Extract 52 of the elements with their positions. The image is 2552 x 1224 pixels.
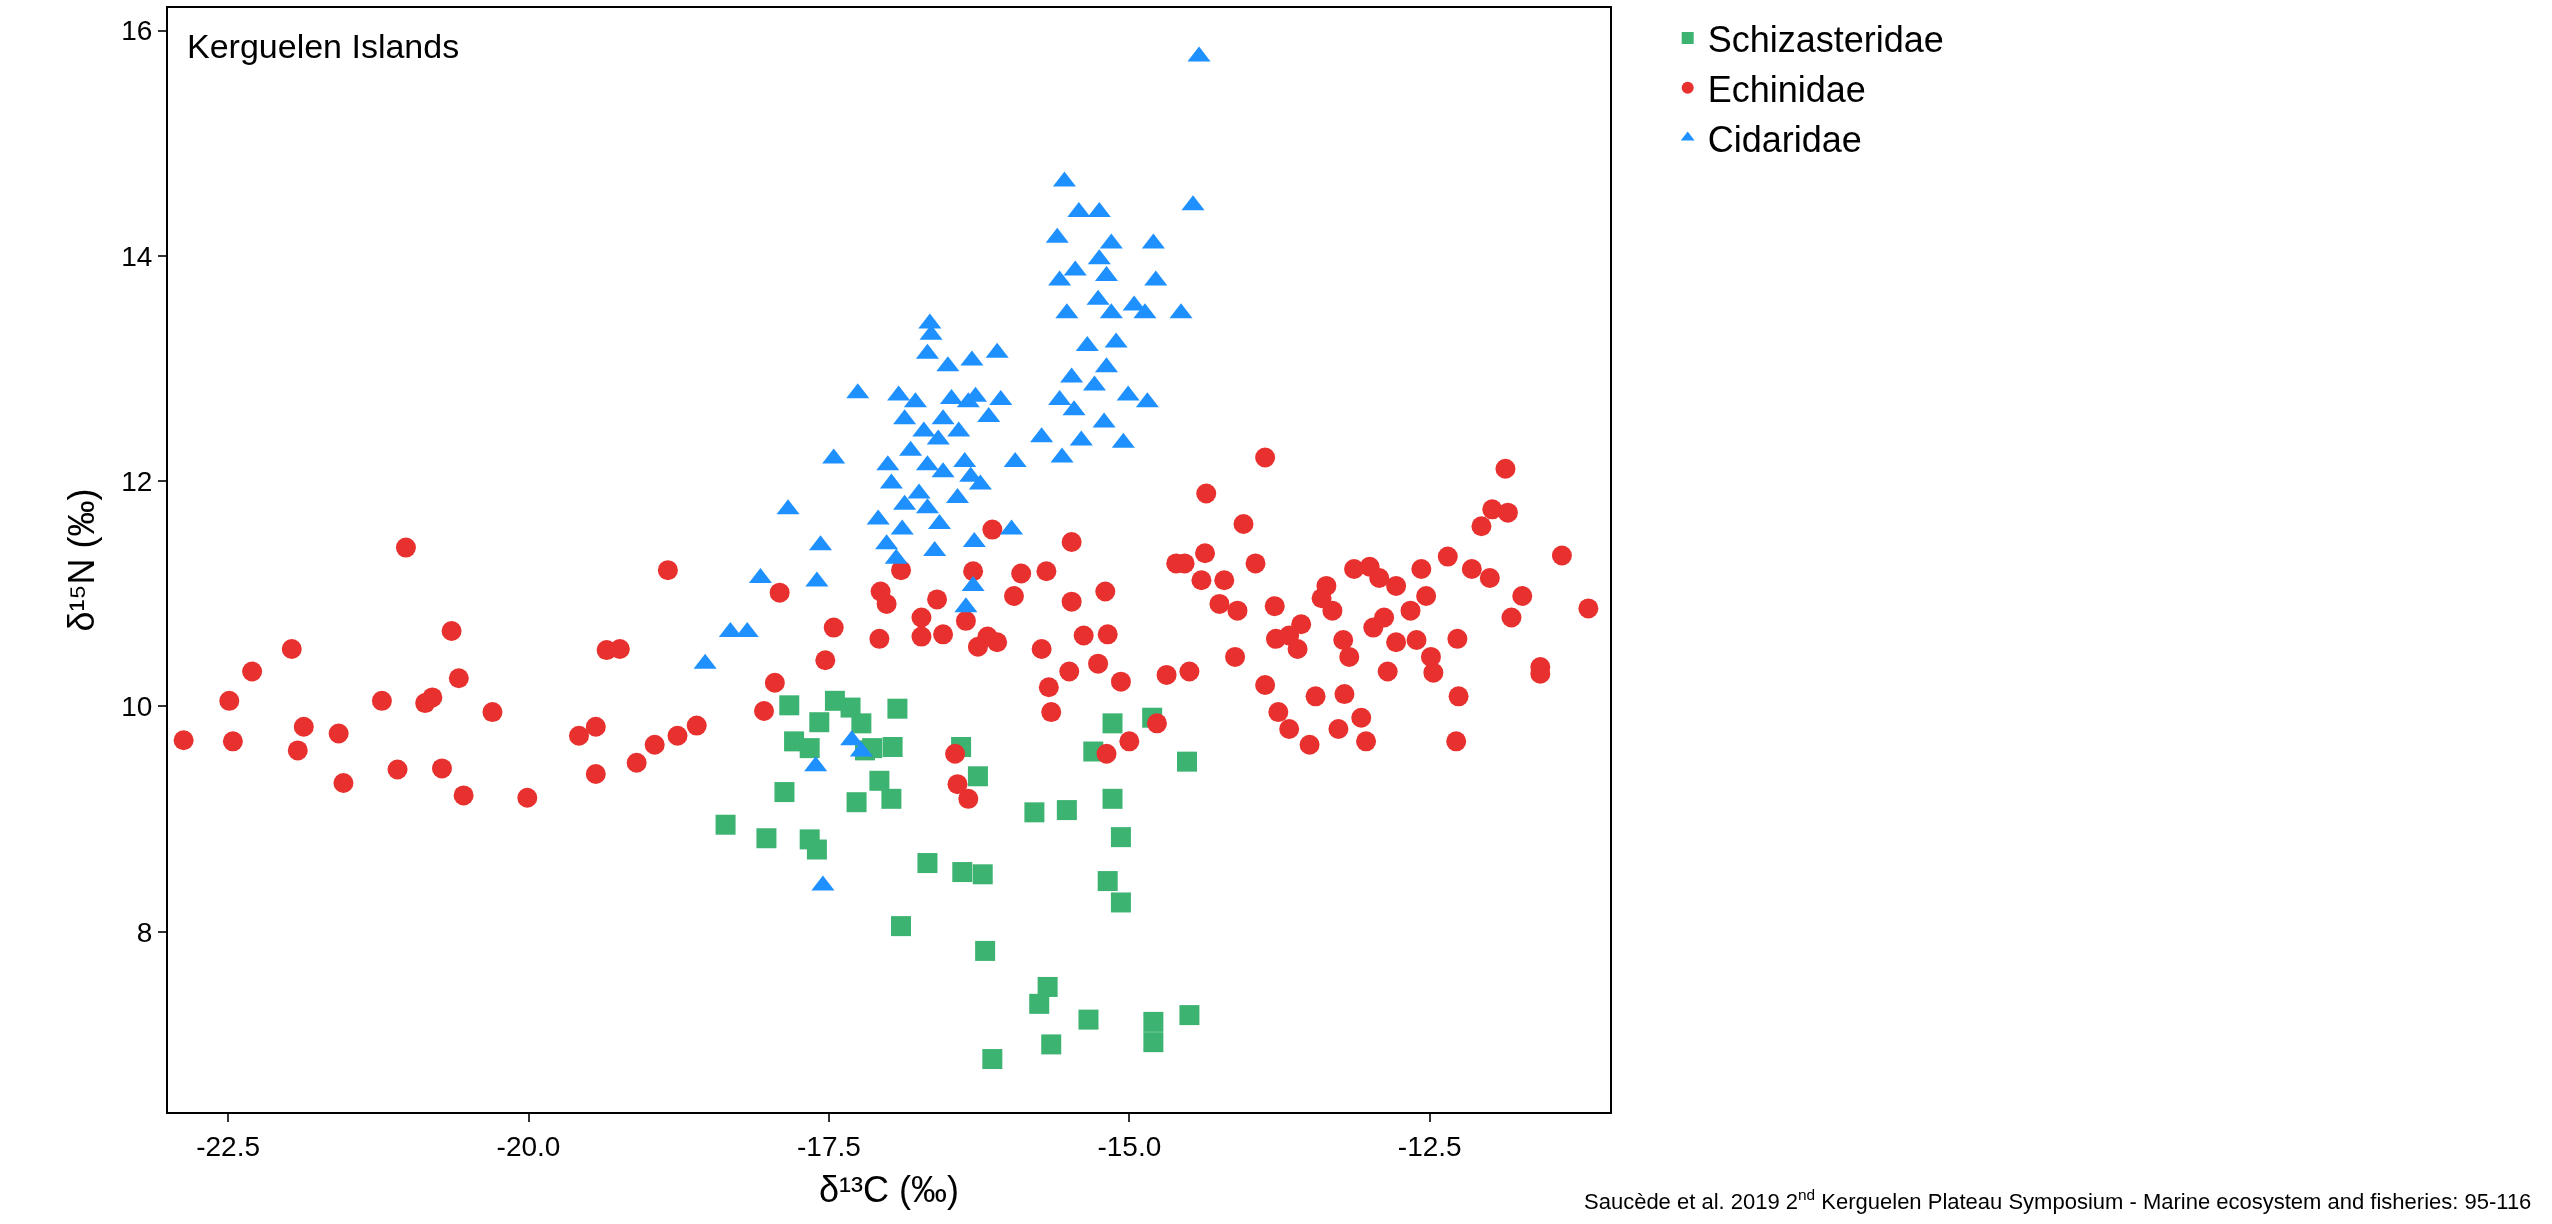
point [1037,976,1058,997]
point [1110,827,1131,848]
point [851,713,872,734]
point [869,770,890,791]
point [1041,1034,1062,1055]
point [882,737,903,757]
point [809,712,830,733]
x-tick-label: -17.5 [797,1130,861,1162]
point [1102,788,1123,809]
point [806,839,827,860]
legend-label: Cidaridae [1707,118,1862,160]
point [1177,751,1198,772]
y-tick-label: 8 [136,916,153,948]
point [1110,892,1131,913]
point [756,828,777,849]
legend-label: Echinidae [1707,68,1866,110]
point [917,853,938,874]
point [1078,1009,1099,1030]
y-tick-label: 14 [121,240,153,272]
point [1097,871,1118,892]
point [1143,1032,1164,1053]
text: Saucède et al. 2019 2$^{nd}$ Kerguelen Plateau Symposium - Marine ecosystem and fisheries: 95-116 [1584,1186,2532,1215]
x-tick-label: -15.0 [1097,1130,1162,1162]
y-tick-label: 16 [121,15,153,47]
point [975,940,996,961]
x-tick-label: -20.0 [496,1130,561,1162]
x-tick-label: -22.5 [196,1130,260,1162]
point [972,864,993,885]
point [1102,713,1123,734]
point [891,916,912,937]
point [1179,1005,1200,1026]
point [1143,1011,1164,1032]
legend-label: Schizasteridae [1707,18,1944,60]
y-axis-title: δ¹⁵N (‰) [60,488,102,632]
y-tick-label: 12 [121,465,153,497]
point [779,695,800,716]
point [1029,993,1050,1014]
x-axis-title: δ¹³C (‰) [819,1168,959,1210]
point [1024,802,1045,823]
point [967,766,988,787]
point [715,814,736,835]
point [846,792,867,813]
point [982,1049,1003,1070]
y-tick-label: 10 [121,691,153,723]
point [774,782,795,803]
point [881,788,902,809]
point [1056,800,1077,821]
annotation: Kerguelen Islands [187,27,460,65]
point [952,862,973,883]
point [887,698,908,719]
point [799,738,820,759]
x-tick-label: -12.5 [1397,1130,1462,1162]
